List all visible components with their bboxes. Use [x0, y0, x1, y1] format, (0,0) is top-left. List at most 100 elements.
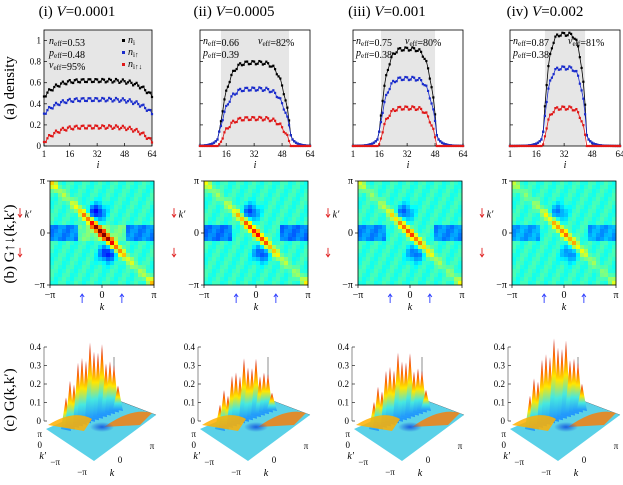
- heatmap-cell: [366, 281, 371, 286]
- heatmap-cell: [520, 249, 525, 254]
- heatmap-cell: [204, 217, 209, 222]
- data-point: [296, 144, 299, 148]
- heatmap-cell: [280, 245, 285, 250]
- heatmap-cell: [252, 237, 257, 242]
- heatmap-cell: [540, 189, 545, 194]
- heatmap-cell: [430, 193, 435, 198]
- heatmap-cell: [150, 265, 155, 270]
- heatmap-cell: [268, 249, 273, 254]
- heatmap-cell: [454, 213, 459, 218]
- data-point: [235, 67, 238, 71]
- heatmap-cell: [564, 273, 569, 278]
- data-point: [275, 73, 278, 76]
- x-tick-label: 48: [120, 149, 130, 159]
- heatmap-cell: [572, 197, 577, 202]
- heatmap-cell: [62, 209, 67, 214]
- heatmap-cell: [220, 217, 225, 222]
- heatmap-cell: [520, 281, 525, 286]
- heatmap-cell: [366, 253, 371, 258]
- heatmap-cell: [596, 217, 601, 222]
- heatmap-cell: [592, 217, 597, 222]
- heatmap-cell: [410, 265, 415, 270]
- heatmap-cell: [560, 209, 565, 214]
- heatmap-cell: [516, 249, 521, 254]
- heatmap-cell: [544, 185, 549, 190]
- heatmap-cell: [596, 201, 601, 206]
- heatmap-cell: [244, 249, 249, 254]
- heatmap-cell: [224, 229, 229, 234]
- data-point: [66, 99, 70, 102]
- data-point: [291, 138, 294, 141]
- heatmap-cell: [596, 237, 601, 242]
- heatmap-cell: [74, 269, 79, 274]
- data-point: [268, 120, 271, 123]
- heatmap-cell: [362, 189, 367, 194]
- heatmap-cell: [272, 229, 277, 234]
- kprime-axis-label: k′: [39, 451, 46, 462]
- heatmap-cell: [394, 269, 399, 274]
- heatmap-cell: [374, 221, 379, 226]
- data-point: [442, 142, 445, 145]
- heatmap-cell: [528, 181, 533, 186]
- heatmap-cell: [240, 185, 245, 190]
- heatmap-cell: [580, 189, 585, 194]
- heatmap-cell: [524, 261, 529, 266]
- heatmap-cell: [600, 185, 605, 190]
- data-point: [104, 127, 107, 130]
- heatmap-cell: [126, 209, 131, 214]
- heatmap-cell: [292, 201, 297, 206]
- heatmap-cell: [588, 261, 593, 266]
- heatmap-cell: [248, 265, 253, 270]
- heatmap-cell: [94, 185, 99, 190]
- heatmap-cell: [362, 237, 367, 242]
- z-tick-label: 0: [37, 416, 42, 426]
- heatmap-cell: [98, 269, 103, 274]
- heatmap-cell: [580, 185, 585, 190]
- data-point: [212, 144, 216, 148]
- heatmap-cell: [62, 229, 67, 234]
- heatmap-cell: [524, 257, 529, 262]
- z-tick-label: 0.1: [184, 398, 195, 408]
- heatmap-cell: [110, 257, 115, 262]
- heatmap-cell: [122, 217, 127, 222]
- x-axis-label: i: [97, 160, 100, 171]
- heatmap-cell: [516, 185, 521, 190]
- heatmap-cell: [382, 273, 387, 278]
- row-label-b: (b) G↑↓(k,k′): [2, 204, 18, 283]
- heatmap-cell: [150, 217, 155, 222]
- heatmap-cell: [394, 257, 399, 262]
- heatmap-cell: [252, 185, 257, 190]
- data-point: [580, 120, 583, 123]
- heatmap-cell: [208, 205, 213, 210]
- heatmap-cell: [434, 281, 439, 286]
- heatmap-cell: [544, 189, 549, 194]
- heatmap-cell: [296, 233, 301, 238]
- heatmap-cell: [150, 193, 155, 198]
- heatmap-cell: [362, 277, 367, 282]
- heatmap-cell: [560, 265, 565, 270]
- heatmap-cell: [520, 253, 525, 258]
- data-point: [94, 78, 97, 81]
- heatmap-cell: [370, 265, 375, 270]
- heatmap-cell: [102, 213, 107, 218]
- heatmap-cell: [426, 261, 431, 266]
- heatmap-cell: [240, 193, 245, 198]
- heatmap-cell: [304, 201, 309, 206]
- data-point: [54, 129, 58, 132]
- heatmap-cell: [300, 181, 305, 186]
- data-point: [204, 144, 207, 148]
- heatmap-cell: [528, 277, 533, 282]
- heatmap-cell: [406, 205, 411, 210]
- heatmap-cell: [576, 213, 581, 218]
- heatmap-cell: [564, 233, 569, 238]
- heatmap-cell: [288, 189, 293, 194]
- data-point: [550, 113, 554, 116]
- data-point: [75, 124, 78, 127]
- heatmap-cell: [600, 205, 605, 210]
- heatmap-cell: [240, 281, 245, 286]
- data-point: [144, 89, 147, 92]
- heatmap-cell: [268, 265, 273, 270]
- heatmap-cell: [370, 193, 375, 198]
- data-point: [63, 82, 66, 85]
- data-point: [109, 125, 112, 128]
